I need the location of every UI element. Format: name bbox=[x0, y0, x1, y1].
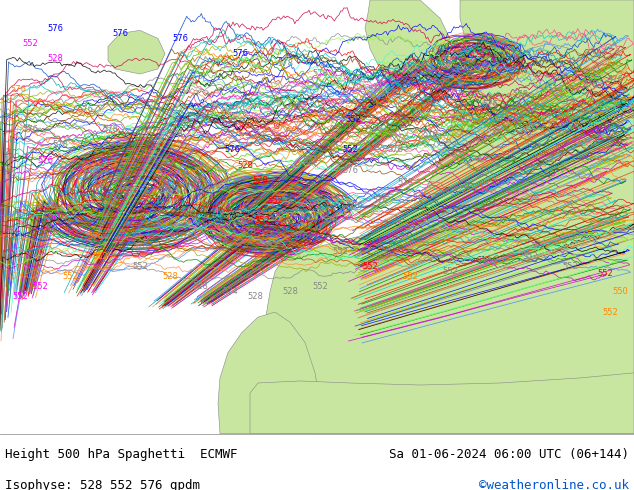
Text: 552: 552 bbox=[122, 186, 138, 195]
Text: 576: 576 bbox=[422, 130, 438, 139]
Text: Sa 01-06-2024 06:00 UTC (06+144): Sa 01-06-2024 06:00 UTC (06+144) bbox=[389, 448, 629, 461]
Text: 552: 552 bbox=[522, 252, 538, 261]
Text: 576: 576 bbox=[607, 74, 623, 83]
Text: 578: 578 bbox=[322, 217, 338, 225]
Text: 576: 576 bbox=[47, 211, 63, 220]
Text: 578: 578 bbox=[52, 141, 68, 149]
Text: 552: 552 bbox=[12, 293, 28, 301]
Text: 528: 528 bbox=[247, 293, 263, 301]
Text: 576: 576 bbox=[82, 171, 98, 180]
Text: 528: 528 bbox=[282, 287, 298, 296]
Text: 552: 552 bbox=[267, 196, 283, 205]
Text: 552: 552 bbox=[562, 262, 578, 271]
Text: Height 500 hPa Spaghetti  ECMWF: Height 500 hPa Spaghetti ECMWF bbox=[5, 448, 238, 461]
Text: 576: 576 bbox=[547, 85, 563, 94]
Text: 552: 552 bbox=[92, 252, 108, 261]
Text: 576: 576 bbox=[482, 100, 498, 109]
Text: 576: 576 bbox=[157, 186, 173, 195]
Text: 578: 578 bbox=[512, 90, 528, 98]
Text: 576: 576 bbox=[10, 85, 26, 94]
Text: 552: 552 bbox=[312, 282, 328, 291]
Text: 576: 576 bbox=[172, 34, 188, 43]
Text: 576: 576 bbox=[224, 146, 240, 154]
Text: 576: 576 bbox=[177, 232, 193, 241]
Polygon shape bbox=[265, 0, 634, 434]
Text: 576: 576 bbox=[342, 166, 358, 175]
Text: 576: 576 bbox=[212, 237, 228, 245]
Text: 578: 578 bbox=[397, 178, 413, 187]
Text: 352: 352 bbox=[345, 115, 361, 124]
Text: ©weatheronline.co.uk: ©weatheronline.co.uk bbox=[479, 479, 629, 490]
Text: 552: 552 bbox=[482, 257, 498, 266]
Text: 576: 576 bbox=[47, 24, 63, 33]
Text: 576: 576 bbox=[367, 85, 383, 94]
Text: 528: 528 bbox=[162, 272, 178, 281]
Text: 552: 552 bbox=[132, 262, 148, 271]
Text: 576: 576 bbox=[77, 105, 93, 114]
Text: 578: 578 bbox=[582, 79, 598, 89]
Text: 578: 578 bbox=[132, 242, 148, 251]
Text: 552: 552 bbox=[302, 156, 318, 165]
Text: 578: 578 bbox=[192, 176, 208, 185]
Text: 576: 576 bbox=[292, 232, 308, 241]
Text: 578: 578 bbox=[102, 125, 118, 134]
Polygon shape bbox=[460, 0, 634, 79]
Text: 576: 576 bbox=[22, 125, 38, 134]
Text: 552: 552 bbox=[32, 282, 48, 291]
Polygon shape bbox=[250, 373, 634, 434]
Polygon shape bbox=[108, 30, 165, 74]
Polygon shape bbox=[218, 200, 252, 238]
Text: 552: 552 bbox=[602, 308, 618, 317]
Text: 550: 550 bbox=[612, 287, 628, 296]
Text: 576: 576 bbox=[347, 201, 363, 210]
Text: 576: 576 bbox=[372, 196, 388, 205]
Text: 578: 578 bbox=[240, 226, 256, 236]
Text: 528: 528 bbox=[237, 161, 253, 170]
Text: Isophyse: 528 552 576 gpdm: Isophyse: 528 552 576 gpdm bbox=[5, 479, 200, 490]
Text: 528: 528 bbox=[252, 176, 268, 185]
Text: 576: 576 bbox=[87, 232, 103, 241]
Text: 528: 528 bbox=[47, 54, 63, 63]
Text: 576: 576 bbox=[232, 49, 248, 58]
Text: 576: 576 bbox=[152, 156, 168, 165]
Text: 528: 528 bbox=[192, 282, 208, 291]
Text: 578: 578 bbox=[277, 59, 293, 68]
Text: 552: 552 bbox=[262, 242, 278, 251]
Text: 552: 552 bbox=[402, 272, 418, 281]
Text: 524: 524 bbox=[222, 287, 238, 296]
Polygon shape bbox=[218, 312, 320, 434]
Text: 578: 578 bbox=[452, 115, 468, 124]
Text: 552: 552 bbox=[332, 247, 348, 256]
Text: 552: 552 bbox=[22, 39, 38, 48]
Text: 576: 576 bbox=[112, 29, 128, 38]
Text: 552: 552 bbox=[362, 262, 378, 271]
Text: 552: 552 bbox=[342, 146, 358, 154]
Text: 552: 552 bbox=[62, 272, 78, 281]
Polygon shape bbox=[225, 170, 268, 221]
Text: 578: 578 bbox=[167, 130, 183, 139]
Text: 578: 578 bbox=[387, 146, 403, 154]
Text: 576: 576 bbox=[37, 156, 53, 165]
Text: 552: 552 bbox=[254, 217, 270, 225]
Text: 552: 552 bbox=[442, 267, 458, 276]
Text: 552: 552 bbox=[597, 269, 613, 278]
Polygon shape bbox=[365, 0, 450, 99]
Text: 578: 578 bbox=[312, 70, 328, 78]
